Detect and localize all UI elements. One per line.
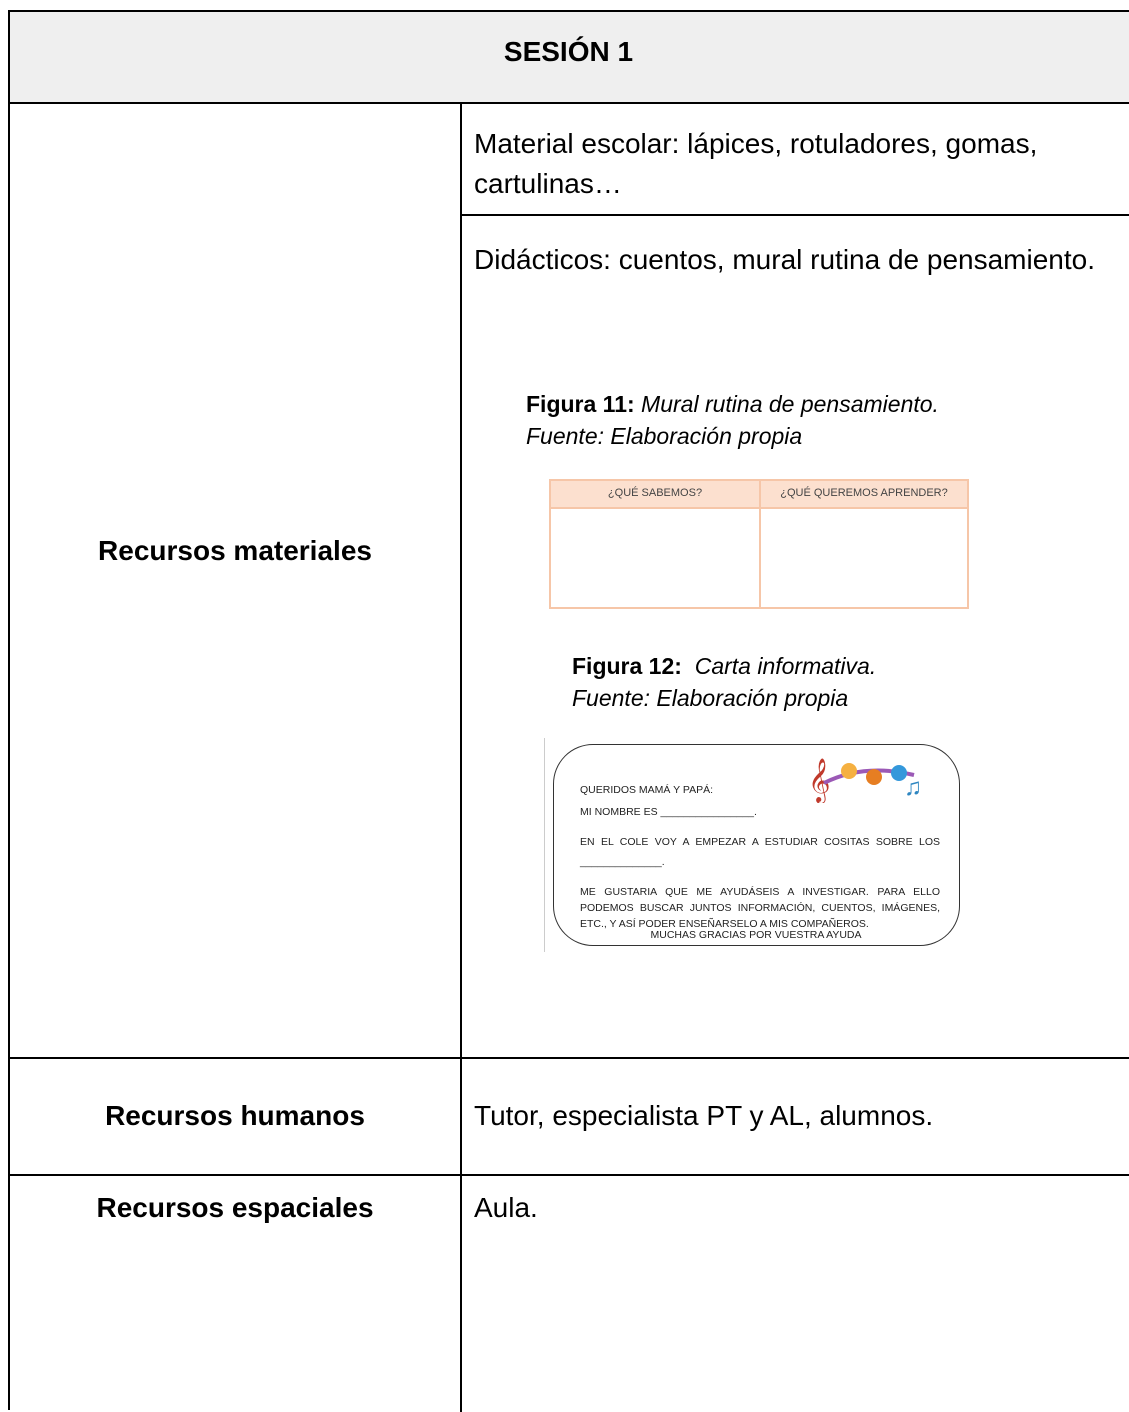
- figure-source: Fuente: Elaboración propia: [572, 685, 849, 711]
- figure-title: Carta informativa.: [694, 653, 877, 679]
- header-cell: [8, 10, 1129, 103]
- letter-line: MI NOMBRE ES ________________.: [580, 806, 757, 818]
- border: [8, 1057, 1129, 1059]
- letter-line: EN EL COLE VOY A EMPEZAR A ESTUDIAR COSI…: [580, 836, 940, 868]
- mural-table: ¿QUÉ SABEMOS? ¿QUÉ QUEREMOS APRENDER?: [549, 479, 969, 609]
- figure-caption: Figura 12: Carta informativa. Fuente: El…: [572, 650, 1092, 714]
- border: [8, 10, 10, 1410]
- letter-box: QUERIDOS MAMÁ Y PAPÁ: MI NOMBRE ES _____…: [553, 744, 960, 946]
- figure-caption: Figura 11: Mural rutina de pensamiento. …: [526, 388, 1086, 452]
- letter-margin: [544, 738, 545, 952]
- svg-text:♫: ♫: [904, 774, 922, 801]
- border: [8, 1174, 1129, 1176]
- cell-text: Aula.: [474, 1192, 538, 1223]
- music-illustration: 𝄞 ♫: [808, 759, 922, 803]
- row-label: Recursos materiales: [98, 535, 372, 566]
- figure-label: Figura 11:: [526, 391, 635, 417]
- cell-text: Didácticos: cuentos, mural rutina de pen…: [474, 244, 1095, 275]
- figure-title: Mural rutina de pensamiento.: [641, 391, 939, 417]
- header-title: SESIÓN 1: [503, 36, 634, 67]
- mural-column: ¿QUÉ QUEREMOS APRENDER?: [780, 487, 948, 499]
- border: [8, 10, 1129, 12]
- letter-line: MUCHAS GRACIAS POR VUESTRA AYUDA: [650, 929, 862, 941]
- figure-source: Fuente: Elaboración propia: [526, 423, 803, 449]
- letter-line: ME GUSTARIA QUE ME AYUDÁSEIS A INVESTIGA…: [580, 886, 940, 930]
- border: [460, 102, 462, 1412]
- mural-divider: [759, 481, 761, 607]
- row-label: Recursos espaciales: [96, 1192, 374, 1223]
- cell-text: Tutor, especialista PT y AL, alumnos.: [474, 1100, 934, 1131]
- clef: 𝄞: [808, 759, 830, 803]
- row-label: Recursos humanos: [105, 1100, 365, 1131]
- letter-line: QUERIDOS MAMÁ Y PAPÁ:: [580, 784, 714, 796]
- border: [460, 214, 1129, 216]
- figure-label: Figura 12:: [572, 653, 682, 679]
- cell-text: Material escolar: lápices, rotuladores, …: [474, 128, 1038, 199]
- mural-column: ¿QUÉ SABEMOS?: [607, 487, 703, 499]
- border: [8, 102, 1129, 104]
